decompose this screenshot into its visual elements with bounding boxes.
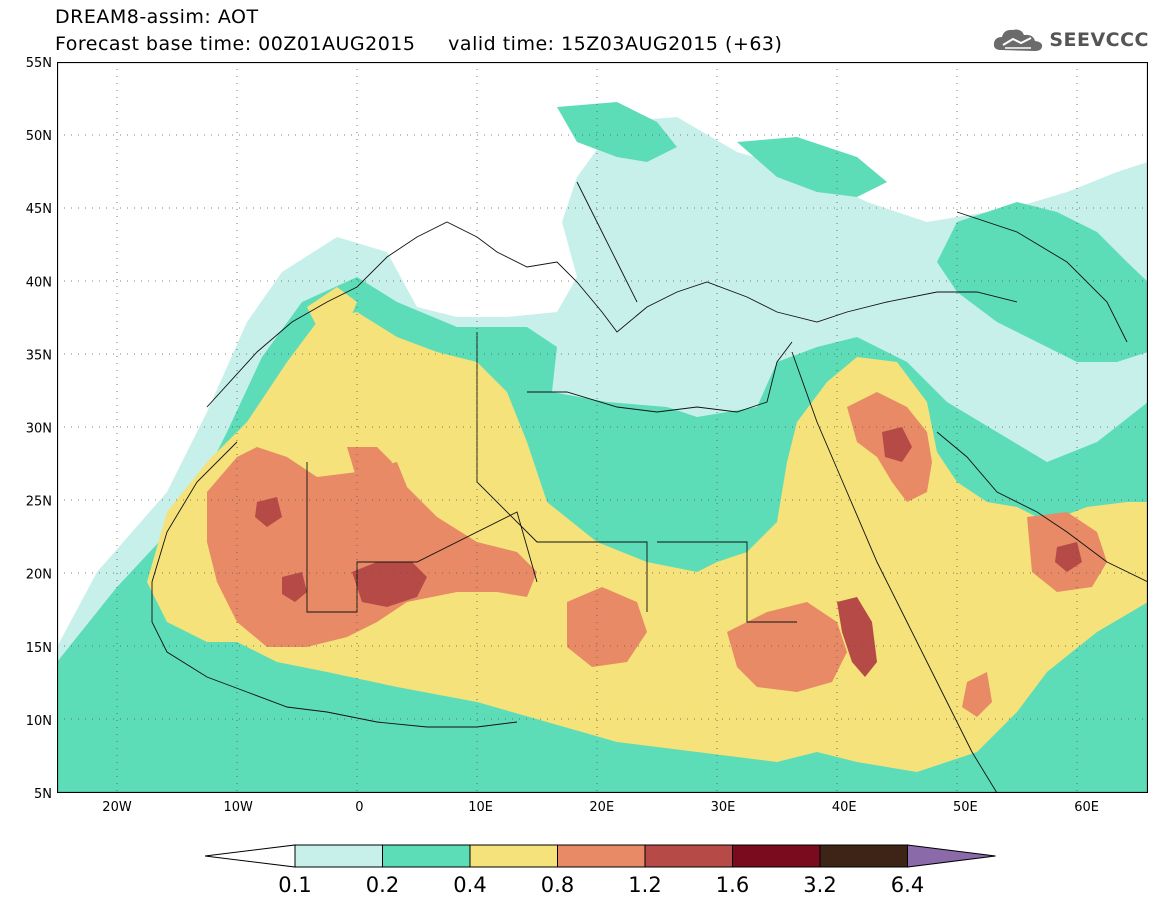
lon-label: 60E bbox=[1074, 800, 1099, 815]
forecast-time-line: Forecast base time: 00Z01AUG2015 valid t… bbox=[55, 33, 783, 55]
lon-label: 50E bbox=[953, 800, 978, 815]
lon-label: 30E bbox=[711, 800, 736, 815]
brand-logo: SEEVCCC bbox=[991, 25, 1149, 55]
lat-label: 5N bbox=[34, 787, 52, 802]
lon-label: 10W bbox=[223, 800, 253, 815]
colorbar-tick-label: 0.8 bbox=[541, 873, 574, 897]
lat-label: 20N bbox=[26, 568, 52, 583]
colorbar-cell bbox=[469, 844, 558, 868]
lat-label: 40N bbox=[26, 275, 52, 290]
coastlines bbox=[151, 181, 1148, 793]
aot-map bbox=[57, 62, 1148, 793]
colorbar-cell bbox=[644, 844, 733, 868]
colorbar-cell bbox=[557, 844, 646, 868]
brand-name: SEEVCCC bbox=[1049, 29, 1149, 51]
lon-label: 20W bbox=[102, 800, 132, 815]
aot-field bbox=[57, 102, 1148, 793]
lon-label: 40E bbox=[832, 800, 857, 815]
colorbar-tick-label: 0.2 bbox=[366, 873, 399, 897]
lat-label: 50N bbox=[26, 129, 52, 144]
colorbar-tick-label: 0.4 bbox=[453, 873, 486, 897]
colorbar: 0.1 0.2 0.4 0.8 1.2 1.6 3.2 6.4 bbox=[205, 844, 996, 897]
lon-axis: 20W 10W 0 10E 20E 30E 40E 50E 60E bbox=[102, 800, 1099, 815]
cloud-icon bbox=[994, 29, 1043, 51]
lat-label: 10N bbox=[26, 714, 52, 729]
colorbar-under-arrow bbox=[205, 844, 296, 868]
lat-label: 15N bbox=[26, 641, 52, 656]
colorbar-cell bbox=[294, 844, 383, 868]
lon-label: 0 bbox=[355, 800, 363, 815]
lon-label: 20E bbox=[589, 800, 614, 815]
map-frame bbox=[57, 62, 1148, 793]
lat-label: 45N bbox=[26, 202, 52, 217]
lat-label: 30N bbox=[26, 422, 52, 437]
colorbar-cell bbox=[732, 844, 821, 868]
colorbar-over-arrow bbox=[907, 844, 996, 868]
colorbar-cell bbox=[819, 844, 908, 868]
graticule bbox=[57, 62, 1148, 793]
colorbar-cell bbox=[382, 844, 471, 868]
lat-axis: 55N 50N 45N 40N 35N 30N 25N 20N 15N 10N 5N bbox=[26, 56, 52, 802]
colorbar-tick-label: 1.6 bbox=[716, 873, 749, 897]
lon-label: 10E bbox=[468, 800, 493, 815]
lat-label: 55N bbox=[26, 56, 52, 71]
chart-title: DREAM8-assim: AOT bbox=[55, 6, 259, 28]
colorbar-tick-label: 6.4 bbox=[891, 873, 924, 897]
colorbar-tick-label: 1.2 bbox=[628, 873, 661, 897]
colorbar-tick-label: 0.1 bbox=[278, 873, 311, 897]
lat-label: 25N bbox=[26, 495, 52, 510]
colorbar-tick-label: 3.2 bbox=[803, 873, 836, 897]
lat-label: 35N bbox=[26, 348, 52, 363]
